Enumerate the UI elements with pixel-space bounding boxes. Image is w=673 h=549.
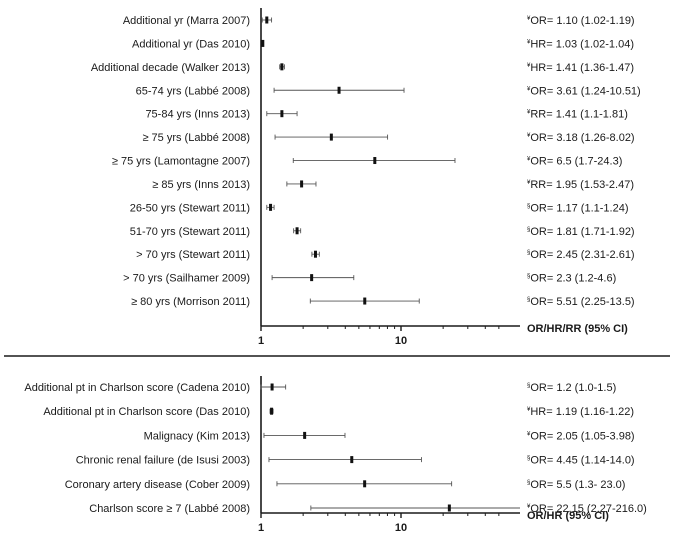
point-estimate [373,157,377,165]
point-estimate [363,480,367,488]
study-label: Additional yr (Das 2010) [132,38,250,50]
forest-row: 26-50 yrs (Stewart 2011) §OR= 1.17 (1.1-1… [130,202,629,214]
study-label: ≥ 75 yrs (Lamontagne 2007) [112,156,250,168]
forest-row: Additional pt in Charlson score (Das 201… [43,406,634,418]
forest-row: Additional decade (Walker 2013) ¥HR= 1.41… [91,62,634,74]
point-estimate [280,63,284,71]
point-estimate [329,133,333,141]
effect-estimate: §OR= 4.45 (1.14-14.0) [527,455,635,467]
point-estimate [350,456,354,464]
forest-row: > 70 yrs (Stewart 2011) §OR= 2.45 (2.31-2… [136,249,634,261]
effect-estimate: §OR= 5.5 (1.3- 23.0) [527,479,625,491]
study-label: 26-50 yrs (Stewart 2011) [130,202,250,214]
forest-row: Additional yr (Marra 2007) ¥OR= 1.10 (1.0… [123,15,635,27]
effect-estimate: §OR= 1.81 (1.71-1.92) [527,226,635,238]
effect-estimate: ¥HR= 1.03 (1.02-1.04) [527,38,634,50]
point-estimate [261,39,265,47]
x-tick-label: 10 [395,335,407,347]
point-estimate [270,407,274,415]
effect-estimate: §OR= 5.51 (2.25-13.5) [527,296,635,308]
forest-row: 65-74 yrs (Labbé 2008) ¥OR= 3.61 (1.24-10… [136,85,641,97]
point-estimate [447,504,451,512]
effect-estimate: ¥HR= 1.41 (1.36-1.47) [527,62,634,74]
point-estimate [300,180,304,188]
forest-row: > 70 yrs (Sailhamer 2009) §OR= 2.3 (1.2-4… [123,273,616,285]
point-estimate [310,274,314,282]
effect-estimate: ¥OR= 3.18 (1.26-8.02) [527,132,635,144]
x-tick-label: 10 [395,522,407,534]
study-label: Additional yr (Marra 2007) [123,15,250,27]
forest-row: Charlson score ≥ 7 (Labbé 2008) ¥OR= 22.1… [89,503,647,515]
x-tick-label: 1 [258,335,264,347]
forest-panel-2: 1 10 OR/HR (95% CI) Additional pt in Charls… [24,376,647,534]
forest-row: Additional yr (Das 2010) ¥HR= 1.03 (1.02-… [132,38,634,50]
effect-estimate: ¥OR= 2.05 (1.05-3.98) [527,430,635,442]
point-estimate [270,383,274,391]
forest-row: Chronic renal failure (de Isusi 2003) §OR… [76,455,635,467]
forest-row: 75-84 yrs (Inns 2013) ¥RR= 1.41 (1.1-1.81… [145,109,627,121]
effect-estimate: §OR= 2.3 (1.2-4.6) [527,273,616,285]
point-estimate [313,250,317,258]
point-estimate [269,203,273,211]
forest-row: Coronary artery disease (Cober 2009) §OR=… [65,479,626,491]
forest-row: Malignacy (Kim 2013) ¥OR= 2.05 (1.05-3.98… [144,430,635,442]
point-estimate [280,110,284,118]
x-tick-label: 1 [258,522,264,534]
study-label: ≥ 75 yrs (Labbé 2008) [142,132,250,144]
study-label: Additional decade (Walker 2013) [91,62,250,74]
study-label: Chronic renal failure (de Isusi 2003) [76,455,250,467]
effect-estimate: ¥OR= 3.61 (1.24-10.51) [527,85,641,97]
effect-estimate: ¥HR= 1.19 (1.16-1.22) [527,406,634,418]
study-label: 51-70 yrs (Stewart 2011) [130,226,250,238]
forest-row: ≥ 85 yrs (Inns 2013) ¥RR= 1.95 (1.53-2.47… [152,179,634,191]
study-label: 65-74 yrs (Labbé 2008) [136,85,250,97]
point-estimate [363,297,367,305]
study-label: Additional pt in Charlson score (Cadena … [24,382,250,394]
effect-estimate: ¥OR= 1.10 (1.02-1.19) [527,15,635,27]
forest-row: ≥ 75 yrs (Lamontagne 2007) ¥OR= 6.5 (1.7-… [112,156,623,168]
study-label: Malignacy (Kim 2013) [144,430,250,442]
axis-title: OR/HR/RR (95% CI) [527,323,628,335]
forest-panel-1: 1 10 OR/HR/RR (95% CI) Additional yr (Marra… [91,8,641,347]
forest-row: ≥ 75 yrs (Labbé 2008) ¥OR= 3.18 (1.26-8.0… [142,132,634,144]
study-label: ≥ 80 yrs (Morrison 2011) [131,296,250,308]
effect-estimate: ¥OR= 6.5 (1.7-24.3) [527,156,622,168]
effect-estimate: ¥OR= 22.15 (2.27-216.0) [527,503,647,515]
study-label: Coronary artery disease (Cober 2009) [65,479,250,491]
point-estimate [303,431,307,439]
study-label: > 70 yrs (Sailhamer 2009) [123,273,250,285]
axis-title: OR/HR (95% CI) [527,510,609,522]
study-label: Additional pt in Charlson score (Das 201… [43,406,250,418]
point-estimate [265,16,269,24]
effect-estimate: ¥RR= 1.95 (1.53-2.47) [527,179,634,191]
forest-row: ≥ 80 yrs (Morrison 2011) §OR= 5.51 (2.25-… [131,296,635,308]
effect-estimate: ¥RR= 1.41 (1.1-1.81) [527,109,628,121]
effect-estimate: §OR= 1.2 (1.0-1.5) [527,382,616,394]
study-label: ≥ 85 yrs (Inns 2013) [152,179,250,191]
effect-estimate: §OR= 2.45 (2.31-2.61) [527,249,635,261]
forest-row: 51-70 yrs (Stewart 2011) §OR= 1.81 (1.71-… [130,226,635,238]
point-estimate [295,227,299,235]
study-label: Charlson score ≥ 7 (Labbé 2008) [89,503,250,515]
study-label: > 70 yrs (Stewart 2011) [136,249,250,261]
forest-row: Additional pt in Charlson score (Cadena … [24,382,616,394]
point-estimate [337,86,341,94]
study-label: 75-84 yrs (Inns 2013) [145,109,250,121]
effect-estimate: §OR= 1.17 (1.1-1.24) [527,202,628,214]
